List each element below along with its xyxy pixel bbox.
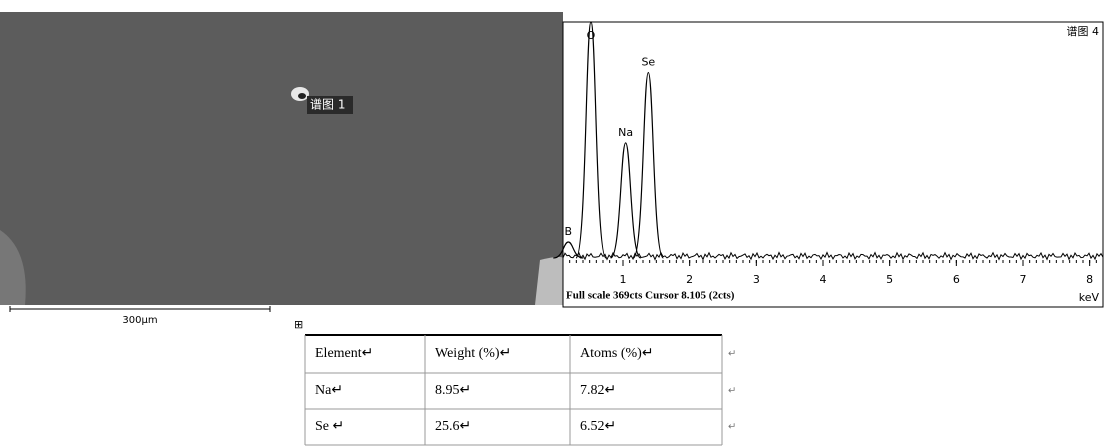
table-cell: 6.52↵ bbox=[580, 419, 616, 434]
x-tick-label: 7 bbox=[1020, 273, 1027, 286]
x-axis-label: keV bbox=[1079, 291, 1100, 304]
row-end-mark: ↵ bbox=[728, 385, 736, 396]
x-tick-label: 8 bbox=[1086, 273, 1093, 286]
scale-label: 300μm bbox=[122, 315, 157, 326]
table: Element↵ Weight (%)↵ Atoms (%)↵ ↵ Na↵ 8.95↵ 7.… bbox=[305, 335, 736, 445]
table-cell: Element↵ bbox=[315, 346, 373, 361]
row-end-mark: ↵ bbox=[728, 348, 736, 359]
x-tick-label: 2 bbox=[686, 273, 693, 286]
peak-label: Na bbox=[618, 126, 633, 139]
table-cell: Na↵ bbox=[315, 383, 343, 398]
peak-label: Se bbox=[641, 56, 655, 69]
page: 谱图 1 300μm 谱图 4 Full scale 369cts Cursor… bbox=[0, 0, 1104, 447]
table-cell: 25.6↵ bbox=[435, 419, 471, 434]
spectrum-footer: Full scale 369cts Cursor 8.105 (2cts) bbox=[566, 290, 735, 302]
table-cell: Weight (%)↵ bbox=[435, 346, 511, 361]
sem-image bbox=[0, 12, 563, 305]
table-cell: 7.82↵ bbox=[580, 383, 616, 398]
table-cell: Atoms (%)↵ bbox=[580, 346, 654, 361]
peak-label: B bbox=[565, 225, 573, 238]
table-cell: 8.95↵ bbox=[435, 383, 471, 398]
row-end-mark: ↵ bbox=[728, 421, 736, 432]
x-tick-label: 1 bbox=[620, 273, 627, 286]
table-handle: ⊞ bbox=[294, 318, 303, 331]
table-cell: Se ↵ bbox=[315, 419, 344, 434]
x-tick-label: 4 bbox=[820, 273, 827, 286]
sem-particle bbox=[298, 93, 306, 99]
sem-label: 谱图 1 bbox=[310, 98, 345, 112]
x-tick-label: 3 bbox=[753, 273, 760, 286]
spectrum-title: 谱图 4 bbox=[1067, 24, 1100, 38]
peak-label: O bbox=[587, 29, 596, 42]
x-tick-label: 6 bbox=[953, 273, 960, 286]
x-tick-label: 5 bbox=[886, 273, 893, 286]
